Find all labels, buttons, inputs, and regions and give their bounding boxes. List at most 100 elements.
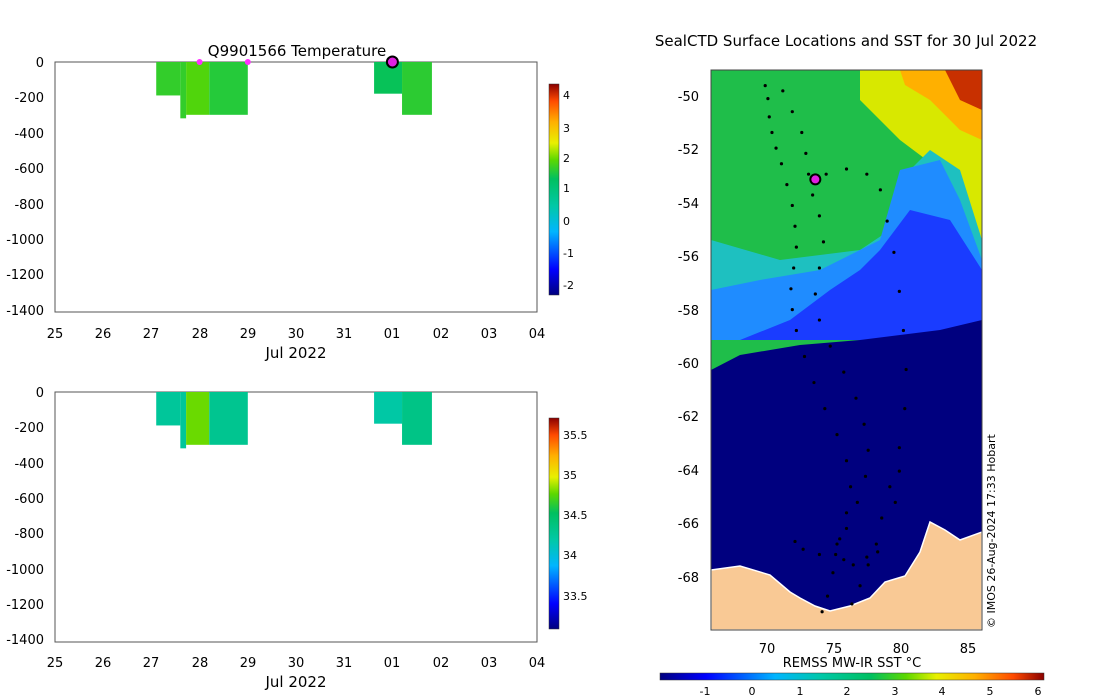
track-point	[793, 539, 797, 544]
salinity-xlabel: Jul 2022	[264, 673, 326, 691]
salinity-cbar-tick: 35.5	[563, 429, 588, 442]
salinity-xtick: 29	[240, 656, 257, 671]
track-point	[903, 407, 907, 411]
track-point	[874, 542, 878, 546]
salinity-xtick: 28	[192, 656, 209, 671]
track-point	[844, 526, 849, 531]
antarctica-land	[711, 520, 982, 630]
salinity-ytick: -600	[14, 492, 44, 507]
track-point	[766, 97, 770, 101]
track-point	[821, 240, 826, 244]
temperature-ytick: -800	[14, 198, 44, 213]
sst-cbar-tick: -1	[700, 685, 711, 698]
temperature-xtick: 31	[336, 327, 353, 342]
track-point	[904, 367, 908, 372]
track-point	[844, 511, 849, 515]
temperature-chart: Q9901566 Temperature 0 -200 -400 -600 -8…	[6, 42, 574, 362]
sst-cbar-tick: 2	[844, 685, 851, 698]
track-point	[823, 407, 827, 411]
track-point	[763, 84, 767, 88]
track-point	[876, 550, 880, 554]
map-ytick: -64	[678, 464, 699, 479]
salinity-profiles	[156, 392, 432, 449]
track-point	[806, 172, 811, 176]
map-xticks: 70 75 80 85	[759, 642, 977, 657]
salinity-profile	[374, 392, 403, 424]
track-point	[790, 308, 794, 312]
track-point	[880, 516, 884, 520]
track-point	[844, 167, 849, 171]
track-point	[774, 146, 778, 150]
map-frame	[710, 69, 983, 631]
map-title: SealCTD Surface Locations and SST for 30…	[655, 32, 1037, 50]
temperature-cbar-tick: 0	[563, 215, 570, 228]
salinity-ytick: -400	[14, 457, 44, 472]
sst-hottest-patch	[945, 70, 982, 110]
salinity-ytick: -1000	[6, 563, 44, 578]
track-point	[897, 446, 901, 450]
salinity-xtick: 02	[433, 656, 450, 671]
salinity-profile	[180, 392, 187, 449]
salinity-plot-area	[54, 391, 538, 643]
map-yticks: -50 -52 -54 -56 -58 -60 -62 -64 -66 -68	[678, 90, 699, 586]
surface-marker	[196, 59, 203, 65]
sst-cbar-tick: 0	[749, 685, 756, 698]
track-point	[817, 318, 822, 322]
track-point	[790, 203, 794, 208]
map-ytick: -62	[678, 410, 699, 425]
sst-colorbar-ticks: -1 0 1 2 3 4 5 6	[700, 685, 1042, 698]
track-point	[838, 537, 842, 541]
track-point	[866, 448, 870, 452]
track-point	[831, 571, 835, 575]
salinity-colorbar-ticks: 35.5 35 34.5 34 33.5	[563, 429, 588, 603]
temperature-xtick: 25	[47, 327, 64, 342]
temperature-xticks: 25 26 27 28 29 30 31 01 02 03 04	[47, 327, 546, 342]
temperature-xtick: 29	[240, 327, 257, 342]
temperature-cbar-tick: 2	[563, 152, 570, 165]
map-credit: © IMOS 26-Aug-2024 17:33 Hobart	[985, 434, 998, 628]
map-ytick: -68	[678, 571, 699, 586]
temperature-ytick: -1200	[6, 268, 44, 283]
track-point	[812, 380, 816, 385]
map-ytick: -58	[678, 304, 699, 319]
track-point	[811, 193, 815, 197]
temperature-ytick: -600	[14, 162, 44, 177]
track-point	[817, 214, 822, 218]
temperature-cbar-tick: 3	[563, 122, 570, 135]
track-point	[897, 469, 901, 473]
salinity-profile	[402, 392, 432, 445]
temperature-xtick: 30	[288, 327, 305, 342]
salinity-colorbar	[548, 417, 560, 630]
map-ytick: -66	[678, 517, 699, 532]
temperature-xtick: 27	[143, 327, 160, 342]
salinity-xtick: 31	[336, 656, 353, 671]
salinity-ytick: -1400	[6, 633, 44, 648]
map-xtick: 75	[826, 642, 843, 657]
temperature-cbar-tick: -2	[563, 279, 574, 292]
temperature-cbar-tick: 1	[563, 182, 570, 195]
track-point	[851, 563, 855, 567]
surface-marker	[244, 59, 251, 65]
track-point	[767, 115, 771, 119]
temperature-profile	[186, 62, 210, 115]
track-point	[790, 110, 794, 114]
temperature-xtick: 04	[529, 327, 546, 342]
track-point	[800, 130, 804, 135]
salinity-xtick: 25	[47, 656, 64, 671]
salinity-cbar-tick: 33.5	[563, 590, 588, 603]
salinity-xtick: 27	[143, 656, 160, 671]
track-point	[848, 485, 853, 489]
sst-deep-blue	[711, 320, 982, 630]
salinity-xticks: 25 26 27 28 29 30 31 01 02 03 04	[47, 656, 546, 671]
temperature-xtick: 01	[384, 327, 401, 342]
map-xtick: 70	[759, 642, 776, 657]
track-point	[794, 245, 798, 249]
salinity-chart: 0 -200 -400 -600 -800 -1000 -1200 -1400 …	[6, 386, 587, 691]
salinity-profile	[209, 392, 248, 445]
track-point	[824, 172, 828, 176]
sst-cbar-tick: 6	[1035, 685, 1042, 698]
track-point	[820, 610, 824, 614]
track-point	[855, 500, 859, 504]
track-point	[835, 542, 839, 546]
track-point	[878, 188, 882, 192]
